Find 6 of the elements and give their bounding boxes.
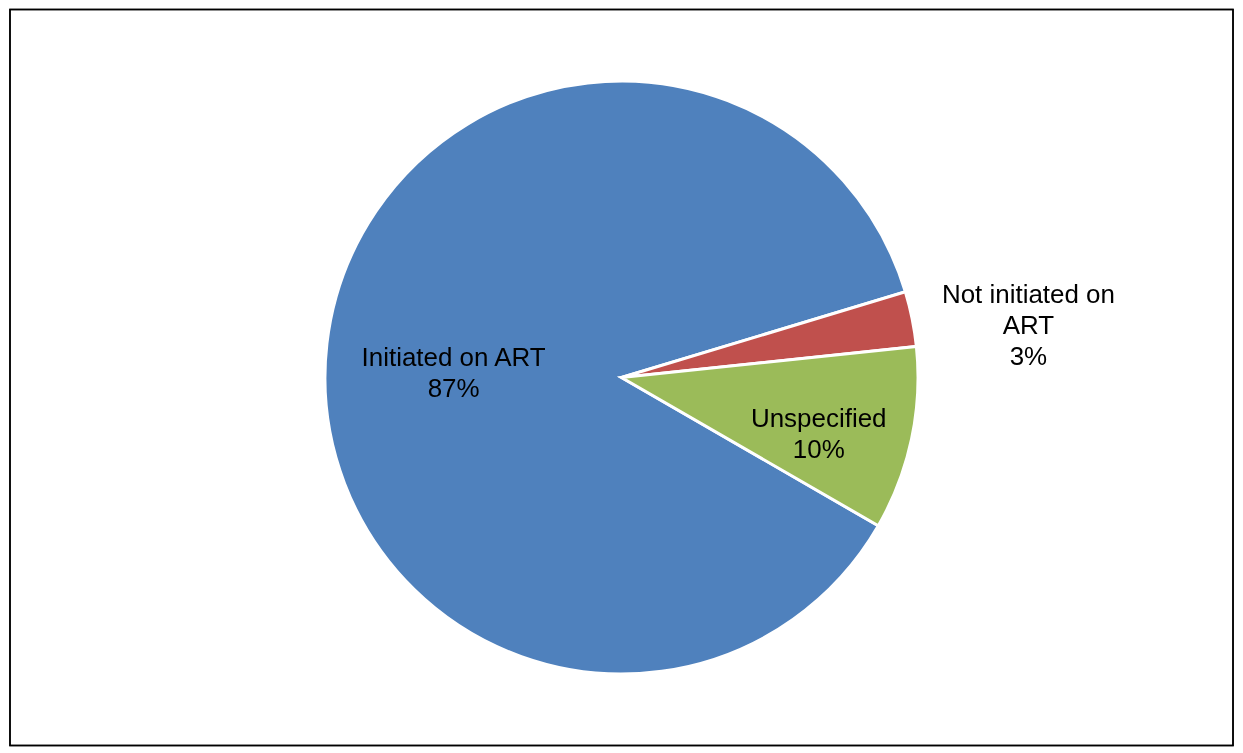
slice-label: Not initiated on ART	[941, 280, 1115, 340]
data-label: 3%	[1009, 342, 1048, 371]
slice-label: Unspecified	[750, 404, 887, 433]
data-label: 10%	[792, 435, 845, 464]
data-label: 87%	[427, 374, 480, 403]
slice-label: Initiated on ART	[361, 343, 546, 372]
